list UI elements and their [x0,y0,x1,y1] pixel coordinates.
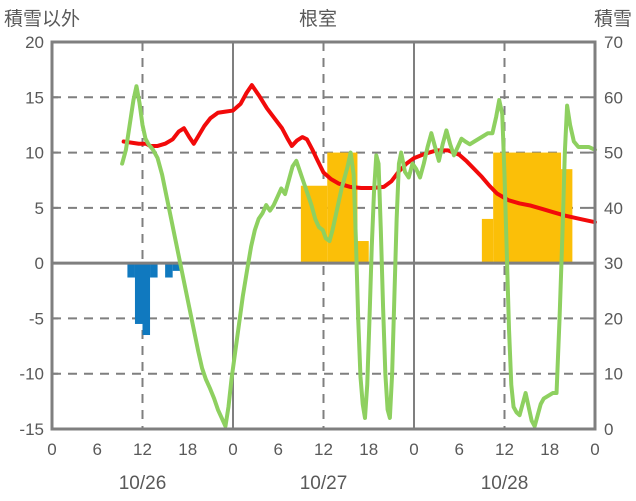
right-tick-label: 60 [604,88,623,107]
right-tick-label: 0 [604,420,613,439]
left-tick-label: 0 [35,254,44,273]
x-tick-label: 12 [133,440,152,459]
x-day-label: 10/28 [481,473,529,494]
left-tick-label: 5 [35,199,44,218]
x-tick-label: 12 [495,440,514,459]
right-tick-label: 30 [604,254,623,273]
bar [300,185,328,264]
x-tick-label: 6 [93,440,102,459]
x-tick-label: 0 [47,440,56,459]
bar [134,263,143,324]
plot-frame [50,40,597,431]
left-axis-title: 積雪以外 [4,9,81,30]
precipitation-blue-bars [127,263,181,336]
x-tick-label: 0 [590,440,599,459]
bar [165,263,173,278]
plot-border [50,40,597,431]
data-lines [120,83,597,429]
left-tick-label: -5 [29,309,44,328]
temperature-red-line [121,83,597,225]
x-axis-tick-labels: 0 6 12 18 0 6 12 18 0 6 12 18 0 [47,440,599,459]
right-tick-label: 10 [604,365,623,384]
left-tick-label: 20 [25,33,44,52]
left-tick-label: 15 [25,88,44,107]
right-tick-label: 50 [604,144,623,163]
bar [481,218,494,264]
right-tick-label: 70 [604,33,623,52]
left-tick-label: -10 [19,365,44,384]
x-tick-label: 6 [274,440,283,459]
bar [172,263,181,271]
left-tick-label: -15 [19,420,44,439]
bar [127,263,135,278]
right-axis-title: 積雪 [593,9,632,30]
bar [142,263,151,336]
x-tick-label: 18 [540,440,559,459]
x-tick-label: 18 [359,440,378,459]
chart-title: 根室 [298,9,337,30]
snow-depth-green-line [120,84,597,429]
x-tick-label: 18 [178,440,197,459]
right-tick-label: 40 [604,199,623,218]
x-tick-label: 12 [314,440,333,459]
bar [150,263,158,278]
right-tick-label: 20 [604,309,623,328]
x-tick-label: 0 [228,440,237,459]
left-axis-tick-labels: 20 15 10 5 0 -5 -10 -15 [19,33,58,439]
x-day-label: 10/26 [119,473,167,494]
x-tick-label: 0 [409,440,418,459]
x-tick-label: 6 [455,440,464,459]
x-axis-day-labels: 10/26 10/27 10/28 [119,473,529,494]
bar [357,241,369,264]
right-axis-tick-labels: 70 60 50 40 30 20 10 0 [589,33,623,439]
left-tick-label: 10 [25,144,44,163]
x-day-label: 10/27 [300,473,348,494]
